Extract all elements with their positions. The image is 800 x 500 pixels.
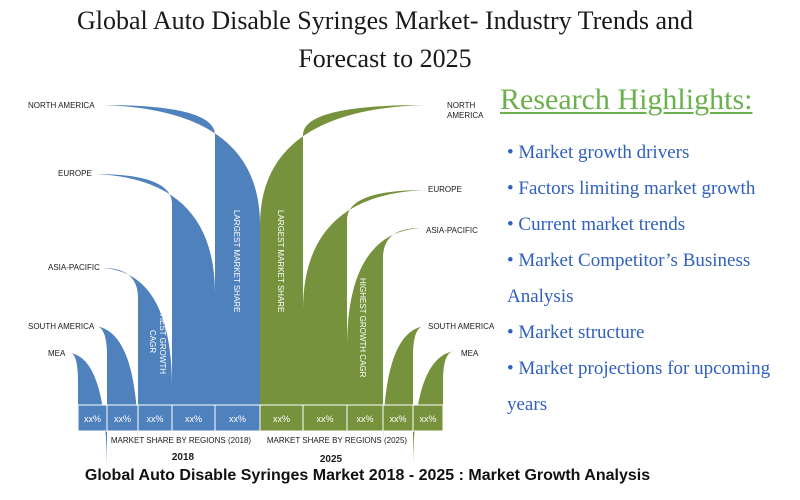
value-box-2025-2 [346,404,384,432]
value-box-2018-0 [77,404,108,432]
value-label-2025-2: xx% [356,414,373,424]
research-highlights-list: • Market growth drivers • Factors limiti… [507,135,792,423]
regional-market-share-chart: xx% xx% xx% xx% xx% xx% xx% xx% xx% xx% MEA SOUTH A… [28,101,495,470]
highlight-item: • Market growth drivers [507,142,690,163]
x-axis-label-2025: MARKET SHARE BY REGIONS (2025) [267,436,408,445]
region-bar-2018-1 [95,326,138,446]
value-box-2018-1 [106,404,139,432]
value-label-2025-1: xx% [316,414,333,424]
region-bar-2025-1 [303,190,425,405]
value-label-2018-0: xx% [84,414,101,424]
x-axis-label-2018: MARKET SHARE BY REGIONS (2018) [111,436,252,445]
highest-growth-annotation-2025: HIGHEST GROWTH CAGR [358,278,367,378]
region-bar-2018-2 [103,268,172,405]
largest-share-annotation-2018: LARGEST MARKET SHARE [232,210,241,312]
value-box-2025-4 [412,404,444,432]
region-bar-2025-3 [383,326,425,446]
page-title: Global Auto Disable Syringes Market- Ind… [30,2,740,78]
largest-share-annotation-2025: LARGEST MARKET SHARE [276,210,285,312]
region-label-2025-1: EUROPE [428,185,462,194]
region-bar-2025-4 [413,351,455,470]
value-label-2025-4: xx% [419,414,436,424]
region-label-2018-3: EUROPE [58,169,92,178]
year-label-2018: 2018 [172,452,195,463]
highlight-item: • Factors limiting market growth [507,178,756,199]
region-label-2025-0: NORTH AMERICA [447,101,484,120]
value-label-2018-3: xx% [185,414,202,424]
region-label-2025-3: SOUTH AMERICA [428,322,495,331]
value-label-2018-4: xx% [229,414,246,424]
value-label-2025-0: xx% [273,414,290,424]
region-label-2018-2: ASIA-PACIFIC [48,263,100,272]
page-title-line2: Forecast to 2025 [298,44,472,73]
highlight-item: • Market structure [507,322,645,343]
highlight-item: • Market Competitor’s Business Analysis [507,250,751,307]
research-highlights-title: Research Highlights: [500,83,753,116]
year-label-2025: 2025 [320,454,343,465]
region-label-2025-2: ASIA-PACIFIC [426,226,478,235]
region-label-2018-0: MEA [48,349,66,358]
region-bar-2018-0 [70,353,107,470]
value-label-2018-1: xx% [114,414,131,424]
value-label-2025-3: xx% [389,414,406,424]
region-bar-2018-4 [103,105,260,405]
region-bar-2018-3 [95,174,215,405]
highest-growth-annotation-2018-line2: CAGR [148,330,157,353]
value-box-2025-3 [382,404,414,432]
highlight-item: • Market projections for upcoming years [507,358,771,415]
page-title-line1: Global Auto Disable Syringes Market- Ind… [76,6,693,35]
chart-caption: Global Auto Disable Syringes Market 2018… [84,467,651,484]
region-bar-2025-0 [260,105,425,405]
region-label-2025-4: MEA [461,349,479,358]
highest-growth-annotation-2018-line1: HIGHEST GROWTH [158,300,167,374]
highlight-item: • Current market trends [507,214,686,235]
region-bar-2025-2 [347,228,420,405]
value-label-2018-2: xx% [146,414,163,424]
region-label-2018-1: SOUTH AMERICA [28,322,95,331]
region-label-2018-4: NORTH AMERICA [28,101,95,110]
